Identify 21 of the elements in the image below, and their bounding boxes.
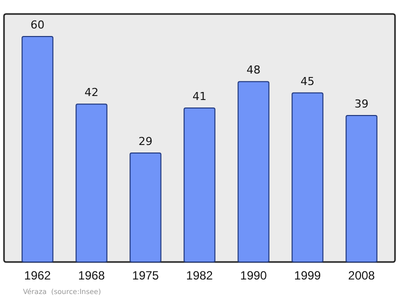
x-tick-label: 1975 xyxy=(132,268,160,283)
x-tick-label: 1962 xyxy=(24,268,52,283)
data-label: 60 xyxy=(30,18,44,32)
bar xyxy=(292,92,324,262)
x-tick-label: 2008 xyxy=(348,268,376,283)
bar xyxy=(184,107,216,262)
bar xyxy=(76,104,108,262)
data-label: 29 xyxy=(138,135,152,148)
x-tick-label: 1990 xyxy=(240,268,268,283)
data-label: 42 xyxy=(84,86,98,100)
x-tick-label: 1982 xyxy=(186,268,214,283)
bar xyxy=(22,36,54,262)
x-tick-label: 1968 xyxy=(78,268,106,283)
data-label: 45 xyxy=(300,74,315,88)
data-label: 41 xyxy=(192,90,206,103)
data-label: 48 xyxy=(246,64,261,77)
bar xyxy=(238,81,270,262)
data-label: 39 xyxy=(354,97,369,110)
x-tick-label: 1999 xyxy=(294,268,322,283)
bar xyxy=(346,114,378,262)
bar xyxy=(130,152,162,262)
